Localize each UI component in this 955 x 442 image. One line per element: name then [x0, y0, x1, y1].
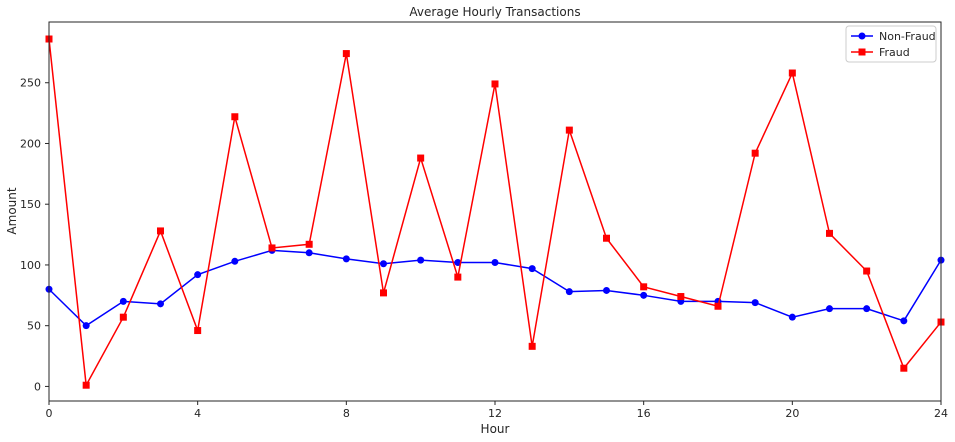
non-fraud-point — [788, 313, 796, 321]
fraud-point — [677, 293, 685, 301]
fraud-point — [268, 244, 276, 252]
legend: Non-Fraud Fraud — [845, 25, 937, 63]
non-fraud-point — [231, 257, 239, 265]
legend-marker — [858, 32, 866, 40]
non-fraud-point — [565, 288, 573, 296]
fraud-point — [119, 313, 127, 321]
non-fraud-point — [380, 260, 387, 268]
y-tick-label: 0 — [34, 380, 41, 393]
plot-area — [45, 35, 945, 389]
x-tick-label: 12 — [488, 407, 502, 420]
fraud-point — [640, 283, 648, 291]
fraud-point — [454, 273, 462, 281]
chart-title: Average Hourly Transactions — [409, 5, 580, 19]
x-tick-label: 0 — [46, 407, 53, 420]
non-fraud-point — [157, 300, 164, 308]
x-axis: 0 4 8 12 16 20 24 — [46, 401, 948, 420]
fraud-point — [380, 289, 387, 297]
fraud-point — [157, 227, 164, 235]
non-fraud-point — [194, 271, 202, 279]
x-tick-label: 24 — [934, 407, 948, 420]
x-axis-label: Hour — [481, 422, 510, 436]
y-axis-label: Amount — [5, 187, 19, 234]
non-fraud-point — [826, 305, 833, 313]
fraud-point — [788, 69, 796, 77]
non-fraud-point — [900, 317, 908, 325]
non-fraud-point — [528, 265, 536, 273]
fraud-point — [603, 234, 610, 242]
non-fraud-point — [603, 286, 610, 294]
non-fraud-point — [863, 305, 871, 313]
non-fraud-point — [640, 291, 648, 299]
fraud-point — [528, 342, 536, 350]
fraud-point — [826, 229, 833, 237]
x-tick-label: 16 — [637, 407, 651, 420]
fraud-point — [82, 381, 90, 389]
y-tick-label: 250 — [20, 77, 41, 90]
legend-item-fraud: Fraud — [851, 46, 910, 59]
y-tick-label: 50 — [27, 320, 41, 333]
fraud-point — [342, 50, 350, 58]
fraud-point — [863, 267, 871, 275]
non-fraud-point — [305, 249, 313, 257]
fraud-point — [565, 126, 573, 134]
legend-item-non-fraud: Non-Fraud — [851, 30, 936, 43]
legend-box — [845, 25, 937, 63]
legend-marker — [858, 48, 866, 56]
fraud-point — [491, 80, 499, 88]
fraud-point — [714, 302, 722, 310]
legend-label: Fraud — [879, 46, 910, 59]
fraud-point — [305, 240, 313, 248]
series-fraud — [45, 35, 945, 389]
y-tick-label: 200 — [20, 137, 41, 150]
y-tick-label: 150 — [20, 198, 41, 211]
y-tick-label: 100 — [20, 259, 41, 272]
non-fraud-point — [342, 255, 350, 263]
fraud-point — [417, 154, 425, 162]
x-tick-label: 4 — [194, 407, 201, 420]
x-tick-label: 8 — [343, 407, 350, 420]
series-non-fraud — [45, 246, 945, 330]
non-fraud-point — [491, 259, 499, 267]
fraud-point — [751, 149, 759, 157]
y-axis: 0 50 100 150 200 250 — [20, 77, 49, 393]
fraud-line — [48, 38, 942, 388]
non-fraud-point — [82, 322, 90, 330]
non-fraud-point — [119, 297, 127, 305]
legend-label: Non-Fraud — [879, 30, 936, 43]
fraud-point — [231, 113, 239, 121]
x-tick-label: 20 — [785, 407, 799, 420]
non-fraud-point — [417, 256, 425, 264]
fraud-point — [194, 327, 202, 335]
fraud-point — [900, 364, 908, 372]
plot-frame — [48, 21, 942, 402]
non-fraud-point — [751, 299, 759, 307]
